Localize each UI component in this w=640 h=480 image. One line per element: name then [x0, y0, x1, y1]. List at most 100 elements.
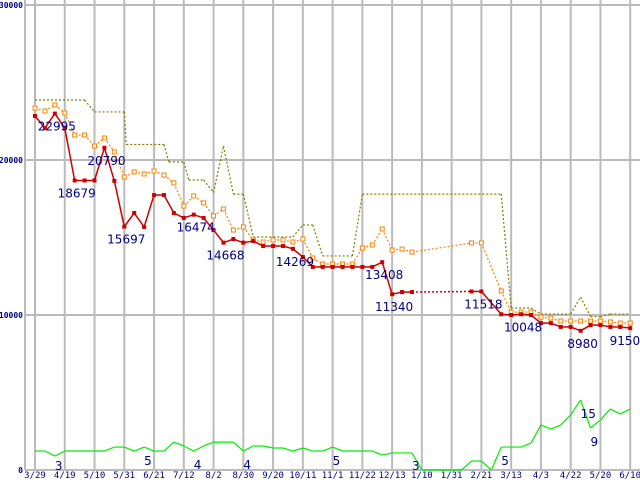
series-segment [163, 194, 175, 214]
data-label: 11340 [375, 300, 413, 314]
data-label: 14668 [206, 249, 244, 263]
data-point [82, 178, 87, 183]
series-segment [560, 414, 572, 426]
data-point [102, 145, 107, 150]
y-tick-label: 20000 [0, 156, 23, 165]
series-segment [203, 179, 215, 193]
data-point [161, 193, 166, 198]
x-tick-label: 3/13 [500, 471, 522, 480]
data-point [359, 245, 365, 251]
data-point [142, 224, 147, 229]
series-segment [163, 144, 170, 163]
series-segment [263, 445, 274, 449]
data-label: 15 [581, 407, 596, 421]
data-point [32, 105, 38, 111]
data-point [92, 178, 97, 183]
data-point [628, 326, 633, 331]
data-point [578, 318, 584, 324]
series-segment [173, 441, 185, 447]
data-label: 4 [243, 458, 251, 472]
series-segment [610, 408, 621, 415]
series-segment [381, 261, 393, 295]
data-point [112, 178, 117, 183]
series-segment [292, 224, 304, 238]
data-point [538, 314, 544, 320]
series-segment [64, 112, 76, 136]
data-point [617, 320, 623, 326]
data-label: 4 [194, 458, 202, 472]
data-point [42, 126, 47, 131]
x-tick-label: 4/22 [560, 471, 582, 480]
series-segment [620, 408, 631, 415]
data-label: 14269 [276, 255, 314, 269]
data-point [627, 320, 633, 326]
data-point [608, 324, 613, 329]
x-tick-label: 4/19 [54, 471, 76, 480]
x-tick-label: 10/11 [289, 471, 316, 480]
data-point [509, 313, 514, 317]
data-point [161, 172, 167, 178]
data-point [62, 110, 68, 116]
data-point [131, 169, 137, 175]
data-label: 5 [144, 454, 152, 468]
series-segment [113, 180, 126, 227]
data-label: 20790 [87, 154, 125, 168]
data-point [290, 239, 296, 245]
series-segment [143, 194, 155, 228]
data-point [52, 102, 58, 108]
data-point [468, 240, 474, 246]
data-point [379, 226, 385, 232]
data-point [220, 206, 226, 212]
data-point [42, 108, 48, 114]
data-point [261, 244, 266, 249]
series-segment [133, 446, 145, 452]
x-tick-label: 4/3 [533, 471, 549, 480]
data-label: 18679 [58, 186, 96, 200]
data-point [82, 132, 88, 138]
data-point [469, 289, 474, 294]
data-point [380, 260, 385, 265]
series-segment [570, 399, 582, 416]
grid [24, 0, 640, 471]
series-count [35, 399, 631, 471]
data-point [360, 264, 365, 269]
data-point [519, 312, 524, 317]
series-segment [203, 217, 215, 231]
series-segment [212, 229, 225, 244]
data-point [191, 212, 196, 217]
series-segment [222, 208, 234, 231]
x-tick-label: 11/22 [349, 471, 376, 480]
data-point [101, 135, 107, 141]
series-segment [550, 424, 561, 430]
data-label: 16474 [177, 221, 215, 235]
data-point [578, 328, 583, 333]
data-point [390, 292, 395, 297]
data-point [558, 318, 564, 324]
data-point [171, 211, 176, 216]
data-point [280, 237, 286, 243]
series-segment [322, 446, 333, 452]
data-point [240, 224, 246, 230]
data-point [340, 264, 345, 269]
data-point [399, 246, 405, 252]
x-tick-label: 9/20 [262, 471, 284, 480]
data-label: 11518 [464, 297, 502, 311]
series-segment [243, 445, 254, 452]
data-point [389, 247, 395, 253]
series-segment [480, 242, 502, 292]
data-point [310, 255, 316, 261]
series-segment [580, 296, 592, 317]
series-segment [104, 446, 115, 452]
series-segment [371, 228, 383, 246]
data-point [52, 111, 57, 116]
data-point [568, 324, 573, 329]
x-tick-label: 8/2 [205, 471, 221, 480]
data-point [538, 321, 543, 326]
x-tick-label: 12/13 [379, 471, 406, 480]
data-point [478, 240, 484, 246]
data-point [479, 289, 484, 294]
series-segment [530, 307, 542, 315]
data-point [281, 244, 285, 249]
series-segment [242, 193, 254, 238]
